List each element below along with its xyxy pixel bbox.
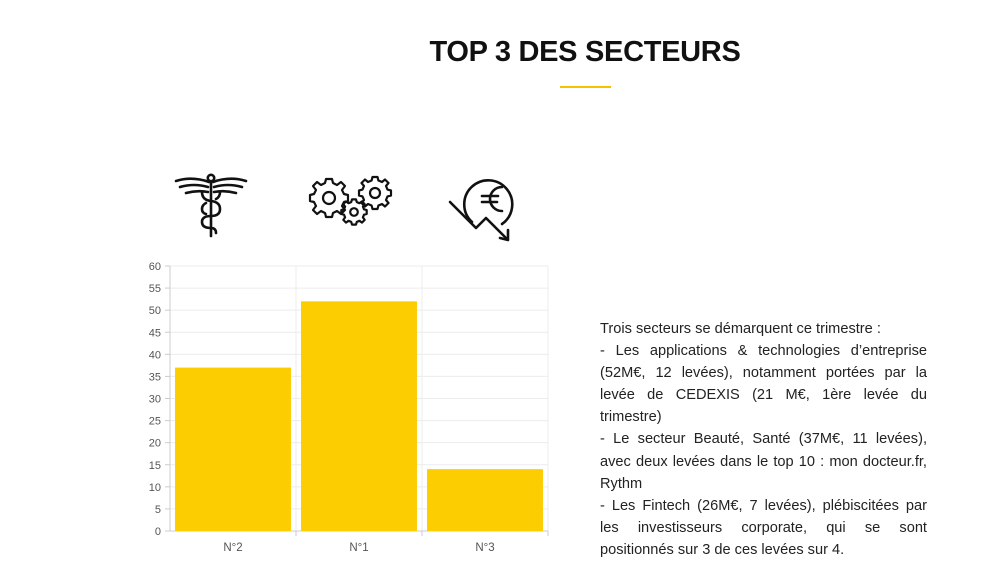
y-tick-label: 40 [149, 349, 161, 361]
y-axis-ticks: 0 5 10 15 20 25 30 35 40 45 50 55 60 [149, 261, 161, 538]
bar-3 [427, 469, 543, 531]
y-tick-label: 45 [149, 327, 161, 339]
description-item-apps: - Les applications & technologies d’entr… [600, 343, 927, 426]
x-tick-label: N°1 [349, 542, 368, 554]
description-item-fintech: - Les Fintech (26M€, 7 levées), plébisci… [600, 497, 927, 558]
y-tick-label: 25 [149, 416, 161, 428]
sector-description: Trois secteurs se démarquent ce trimestr… [600, 318, 927, 561]
description-item-beauty-health: - Le secteur Beauté, Santé (37M€, 11 lev… [600, 431, 927, 492]
gears-icon [308, 175, 396, 227]
x-axis-ticks: N°2 N°1 N°3 [223, 542, 494, 554]
y-tick-label: 35 [149, 371, 161, 383]
y-tick-label: 60 [149, 261, 161, 273]
chart-bars [175, 301, 543, 531]
y-tick-label: 55 [149, 283, 161, 295]
description-intro: Trois secteurs se démarquent ce trimestr… [600, 321, 881, 337]
page-title: TOP 3 DES SECTEURS [429, 36, 741, 68]
sector-bar-chart: 0 5 10 15 20 25 30 35 40 45 50 55 60 N°2 N°1 N°3 [149, 261, 549, 554]
y-tick-label: 10 [149, 482, 161, 494]
x-tick-label: N°3 [475, 542, 494, 554]
bar-1 [175, 367, 291, 531]
caduceus-icon [172, 170, 250, 240]
bar-2 [301, 301, 417, 531]
y-tick-label: 20 [149, 438, 161, 450]
y-tick-label: 30 [149, 394, 161, 406]
y-tick-label: 0 [155, 526, 161, 538]
x-tick-label: N°2 [223, 542, 242, 554]
euro-decline-icon [446, 170, 526, 244]
y-tick-label: 50 [149, 305, 161, 317]
y-tick-label: 15 [149, 460, 161, 472]
title-underline [560, 86, 611, 88]
y-tick-label: 5 [155, 504, 161, 516]
